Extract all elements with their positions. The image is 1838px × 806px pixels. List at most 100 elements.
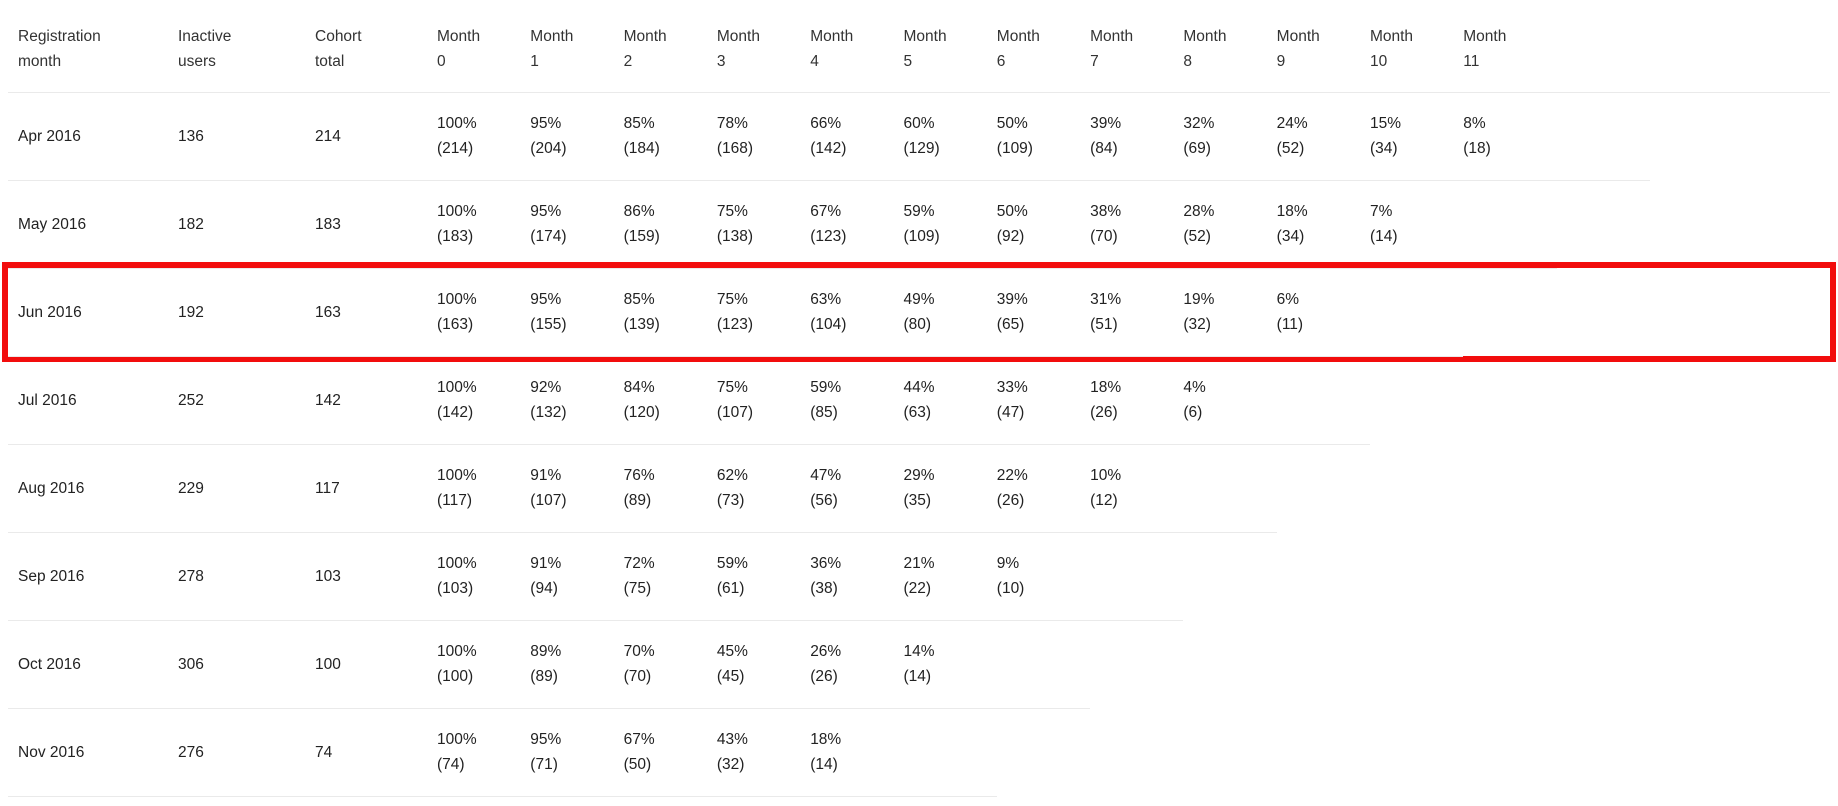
cohort-total-cell: 74 [315, 743, 333, 761]
table-row[interactable]: May 2016 182 183 100% (183) 95% (174) 86% (159) 7… [8, 180, 1830, 269]
retention-cell-month-4: 26% (26) [810, 639, 903, 689]
retention-count: (84) [1090, 140, 1118, 157]
column-header-label: Month 8 [1183, 28, 1227, 70]
retention-count: (14) [903, 668, 932, 685]
column-header: Month 5 [903, 24, 996, 74]
retention-percent: 21% [903, 555, 935, 572]
retention-cell-month-1: 91% (107) [530, 463, 623, 513]
retention-percent: 14% [903, 643, 935, 660]
retention-cell-month-4: 18% (14) [810, 727, 903, 777]
retention-cell-month-1: 89% (89) [530, 639, 623, 689]
retention-percent: 75% [716, 203, 748, 220]
retention-percent: 44% [903, 379, 935, 396]
retention-count: (183) [437, 228, 474, 245]
retention-percent: 19% [1183, 291, 1215, 308]
row-divider [8, 444, 1370, 445]
retention-cell-month-1: 91% (94) [530, 551, 623, 601]
retention-percent: 84% [623, 379, 655, 396]
row-divider [8, 268, 1557, 269]
retention-count: (34) [1276, 228, 1305, 245]
retention-count: (89) [530, 668, 558, 685]
registration-month-cell: Jun 2016 [18, 303, 82, 321]
retention-cell-month-0: 100% (163) [437, 287, 530, 337]
retention-count: (14) [1369, 228, 1398, 245]
column-header-label: Registration month [18, 28, 101, 70]
inactive-users-cell: 136 [178, 127, 204, 145]
retention-count: (22) [903, 580, 932, 597]
column-header: Month 1 [530, 24, 623, 74]
retention-percent: 100% [437, 379, 477, 396]
retention-cell-month-11: 8% (18) [1463, 111, 1556, 161]
retention-count: (168) [716, 140, 754, 157]
cohort-total-cell: 183 [315, 215, 341, 233]
row-divider [8, 180, 1650, 181]
cohort-total-cell: 214 [315, 127, 341, 145]
retention-percent: 38% [1090, 203, 1122, 220]
retention-cell-month-2: 85% (184) [624, 111, 717, 161]
retention-count: (63) [903, 404, 932, 421]
retention-cell-month-2: 76% (89) [624, 463, 717, 513]
retention-cell-month-5: 44% (63) [903, 375, 996, 425]
registration-month-cell: Apr 2016 [18, 127, 81, 145]
retention-count: (38) [810, 580, 838, 597]
retention-cell-month-1: 95% (174) [530, 199, 623, 249]
retention-cell-month-10: 15% (34) [1370, 111, 1463, 161]
column-header-label: Month 0 [437, 28, 481, 70]
retention-cell-month-1: 95% (155) [530, 287, 623, 337]
retention-cell-month-2: 85% (139) [624, 287, 717, 337]
retention-percent: 95% [530, 731, 562, 748]
retention-cell-month-9: 18% (34) [1277, 199, 1370, 249]
column-header: Month 7 [1090, 24, 1183, 74]
retention-count: (214) [437, 140, 474, 157]
retention-percent: 39% [1090, 115, 1122, 132]
retention-cell-month-8: 32% (69) [1183, 111, 1276, 161]
retention-percent: 100% [437, 643, 477, 660]
retention-cell-month-5: 60% (129) [903, 111, 996, 161]
retention-cell-month-7: 31% (51) [1090, 287, 1183, 337]
retention-count: (104) [810, 316, 847, 333]
column-header-label: Month 5 [903, 28, 947, 70]
retention-percent: 59% [903, 203, 935, 220]
table-row[interactable]: Nov 2016 276 74 100% (74) 95% (71) 67% (50) 43% (3… [8, 708, 1830, 797]
retention-cell-month-2: 86% (159) [624, 199, 717, 249]
table-row-highlighted[interactable]: Jun 2016 192 163 100% (163) 95% (155) 85% (139) 7… [2, 262, 1836, 362]
retention-cell-month-6: 9% (10) [997, 551, 1090, 601]
retention-cell-month-6: 39% (65) [997, 287, 1090, 337]
column-header-label: Cohort total [315, 28, 362, 70]
retention-count: (26) [1090, 404, 1118, 421]
column-header-label: Month 4 [810, 28, 854, 70]
retention-count: (73) [716, 492, 745, 509]
retention-percent: 91% [530, 555, 562, 572]
table-row[interactable]: Apr 2016 136 214 100% (214) 95% (204) 85% (184) 7… [8, 92, 1830, 181]
retention-count: (85) [810, 404, 838, 421]
retention-count: (18) [1463, 140, 1491, 157]
table-row[interactable]: Aug 2016 229 117 100% (117) 91% (107) 76% (89) 62… [8, 444, 1830, 533]
retention-cell-month-8: 4% (6) [1183, 375, 1276, 425]
retention-cell-month-0: 100% (100) [437, 639, 530, 689]
column-header-label: Month 3 [716, 28, 760, 70]
retention-count: (174) [530, 228, 567, 245]
retention-percent: 67% [810, 203, 842, 220]
retention-count: (35) [903, 492, 932, 509]
table-row[interactable]: Jul 2016 252 142 100% (142) 92% (132) 84% (120) 7… [8, 356, 1830, 445]
table-body: Apr 2016 136 214 100% (214) 95% (204) 85% (184) 7… [0, 92, 1838, 797]
retention-cell-month-3: 62% (73) [717, 463, 810, 513]
retention-percent: 75% [716, 291, 748, 308]
table-row[interactable]: Sep 2016 278 103 100% (103) 91% (94) 72% (75) 59%… [8, 532, 1830, 621]
row-divider [8, 532, 1277, 533]
retention-percent: 31% [1090, 291, 1122, 308]
retention-percent: 85% [623, 115, 655, 132]
registration-month-cell: Nov 2016 [18, 743, 85, 761]
retention-cell-month-4: 36% (38) [810, 551, 903, 601]
retention-count: (51) [1090, 316, 1118, 333]
retention-count: (129) [903, 140, 940, 157]
retention-count: (56) [810, 492, 838, 509]
retention-percent: 63% [810, 291, 842, 308]
retention-count: (52) [1183, 228, 1211, 245]
retention-count: (69) [1183, 140, 1211, 157]
table-row[interactable]: Oct 2016 306 100 100% (100) 89% (89) 70% (70) 45%… [8, 620, 1830, 709]
retention-percent: 26% [810, 643, 842, 660]
retention-count: (184) [623, 140, 660, 157]
column-header-label: Month 10 [1369, 28, 1414, 70]
column-header: Month 11 [1463, 24, 1556, 74]
